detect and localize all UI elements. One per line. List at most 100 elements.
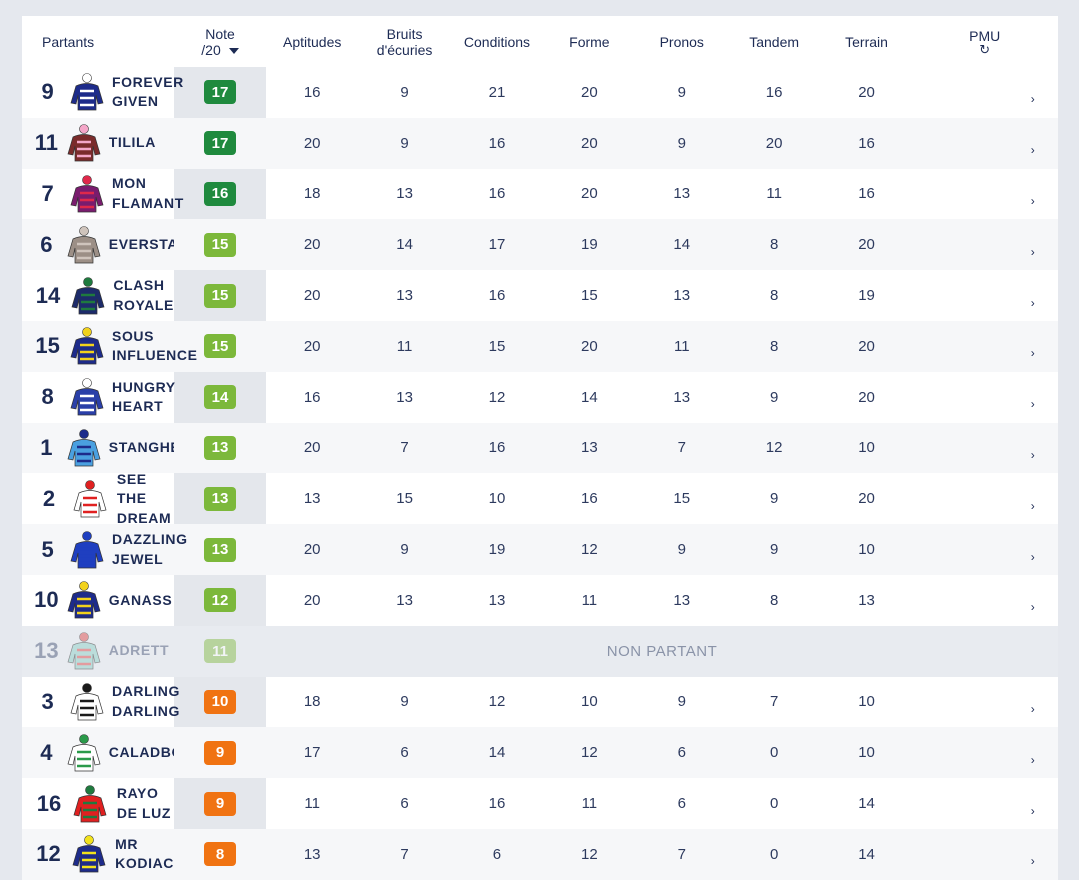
score-pronos: 9	[677, 83, 686, 101]
chevron-right-icon[interactable]: ›	[1030, 346, 1035, 361]
score-conditions: 14	[488, 744, 506, 762]
chevron-right-icon[interactable]: ›	[1030, 447, 1035, 462]
table-row[interactable]: 16 RAYO DE LUZ 9 11 6 16 11 6 0 14 ›	[22, 778, 1058, 829]
horse-name[interactable]: FOREVER GIVEN	[112, 73, 184, 110]
table-header: Partants Note /20 Aptitudes Bruits d'écu…	[22, 16, 1058, 67]
note-badge: 13	[204, 537, 236, 562]
table-row[interactable]: 1 STANGHEL 13 20 7 16 13 7 12 10 ›	[22, 422, 1058, 474]
chevron-right-icon[interactable]: ›	[1030, 803, 1035, 818]
horse-name[interactable]: MR KODIAC	[115, 835, 174, 872]
horse-name[interactable]: MON FLAMANT	[112, 175, 184, 211]
score-bruits: 13	[396, 287, 413, 305]
table-row[interactable]: 14 CLASH ROYALE 15 20 13 16 15 13 8 19 ›	[22, 270, 1058, 321]
score-pronos: 9	[677, 541, 686, 559]
table-row[interactable]: 15 SOUS INFLUENCE 15 20 11 15 20 11 8 20 ›	[22, 320, 1058, 372]
chevron-right-icon[interactable]: ›	[1030, 244, 1035, 259]
header-partants[interactable]: Partants	[42, 33, 95, 50]
chevron-right-icon[interactable]: ›	[1030, 193, 1035, 208]
chevron-right-icon[interactable]: ›	[1030, 397, 1035, 412]
chevron-right-icon[interactable]: ›	[1030, 295, 1035, 310]
score-pronos: 7	[677, 439, 686, 457]
note-cell: 12	[174, 588, 266, 613]
table-row[interactable]: 2 SEE THE DREAM 13 13 15 10 16 15 9 20 ›	[22, 471, 1058, 526]
table-row[interactable]: 4 CALADBOLG 9 17 6 14 12 6 0 10 ›	[22, 727, 1058, 779]
jockey-silk-icon	[69, 682, 104, 722]
horse-name[interactable]: GANASS	[108, 591, 173, 608]
table-row[interactable]: 11 TILILA 17 20 9 16 20 9 20 16 ›	[22, 117, 1058, 169]
runner-number: 15	[35, 333, 60, 359]
runner-cell: 2 SEE THE DREAM	[22, 470, 174, 529]
horse-name[interactable]: TILILA	[108, 134, 156, 151]
horse-name[interactable]: DAZZLING JEWEL	[112, 531, 188, 567]
score-conditions: 12	[488, 388, 506, 406]
score-forme: 20	[581, 337, 598, 355]
header-tandem[interactable]: Tandem	[749, 33, 800, 50]
score-bruits: 11	[396, 337, 413, 355]
note-cell: 9	[174, 740, 266, 765]
jockey-silk-icon	[69, 72, 104, 112]
horse-name[interactable]: STANGHEL	[108, 439, 174, 456]
runner-cell: 15 SOUS INFLUENCE	[22, 326, 198, 366]
header-terrain[interactable]: Terrain	[845, 33, 888, 50]
score-tandem: 7	[769, 693, 779, 711]
horse-name[interactable]: RAYO DE LUZ	[116, 785, 172, 821]
horse-name[interactable]: ADRETT	[108, 642, 170, 659]
score-aptitudes: 16	[303, 388, 321, 406]
score-terrain: 16	[858, 185, 875, 203]
jockey-silk-icon	[67, 123, 101, 163]
chevron-right-icon[interactable]: ›	[1030, 143, 1035, 158]
refresh-icon[interactable]: ↻	[979, 41, 991, 57]
chevron-right-icon[interactable]: ›	[1030, 701, 1035, 716]
note-badge: 14	[204, 385, 236, 410]
chevron-right-icon[interactable]: ›	[1030, 549, 1035, 564]
chevron-right-icon[interactable]: ›	[1030, 92, 1035, 107]
score-terrain: 20	[858, 83, 875, 101]
table-row[interactable]: 6 EVERSTAR 15 20 14 17 19 14 8 20 ›	[22, 219, 1058, 271]
jockey-silk-icon	[67, 580, 101, 620]
table-row[interactable]: 5 DAZZLING JEWEL 13 20 9 19 12 9 9 10 ›	[22, 524, 1058, 575]
header-bruits[interactable]: Bruits d'écuries	[358, 26, 450, 58]
score-tandem: 0	[769, 845, 779, 863]
runner-number: 2	[42, 485, 56, 511]
table-row[interactable]: 8 HUNGRY HEART 14 16 13 12 14 13 9 20 ›	[22, 372, 1058, 423]
score-aptitudes: 17	[303, 744, 321, 762]
table-row[interactable]: 3 DARLING DARLING 10 18 9 12 10 9 7 10 ›	[22, 677, 1058, 728]
header-conditions[interactable]: Conditions	[463, 33, 531, 50]
header-note-sort[interactable]: Note /20	[174, 26, 266, 58]
score-bruits: 7	[400, 439, 409, 457]
jockey-silk-icon	[67, 733, 101, 773]
non-partant-label: NON PARTANT	[606, 642, 718, 660]
table-row[interactable]: 10 GANASS 12 20 13 13 11 13 8 13 ›	[22, 575, 1058, 626]
chevron-right-icon[interactable]: ›	[1030, 498, 1035, 513]
horse-name[interactable]: SOUS INFLUENCE	[112, 327, 198, 364]
horse-name[interactable]: DARLING DARLING	[112, 683, 180, 719]
score-conditions: 6	[492, 845, 502, 863]
score-conditions: 13	[488, 591, 506, 609]
runner-number: 1	[40, 434, 53, 460]
table-row[interactable]: 7 MON FLAMANT 16 18 13 16 20 13 11 16 ›	[22, 169, 1058, 220]
score-pronos: 14	[673, 236, 691, 254]
horse-name[interactable]: CLASH ROYALE	[113, 277, 174, 313]
score-forme: 10	[581, 693, 598, 711]
horse-name[interactable]: HUNGRY HEART	[112, 378, 176, 415]
horse-name[interactable]: EVERSTAR	[108, 236, 174, 253]
table-row[interactable]: 12 MR KODIAC 8 13 7 6 12 7 0 14 ›	[22, 828, 1058, 880]
note-badge: 12	[204, 588, 236, 613]
chevron-right-icon[interactable]: ›	[1030, 600, 1035, 615]
table-row[interactable]: 9 FOREVER GIVEN 17 16 9 21 20 9 16 20 ›	[22, 67, 1058, 118]
score-forme: 15	[581, 287, 598, 305]
header-pmu[interactable]: PMU ↻	[913, 28, 1057, 56]
runner-cell: 12 MR KODIAC	[22, 834, 174, 874]
chevron-right-icon[interactable]: ›	[1030, 854, 1035, 869]
runner-cell: 8 HUNGRY HEART	[22, 377, 176, 417]
horse-name[interactable]: CALADBOLG	[108, 744, 174, 760]
header-forme[interactable]: Forme	[569, 33, 610, 50]
jockey-silk-icon	[69, 174, 104, 214]
score-aptitudes: 20	[303, 591, 321, 609]
note-cell: 17	[174, 131, 266, 156]
horse-name[interactable]: SEE THE DREAM	[116, 470, 172, 526]
header-pronos[interactable]: Pronos	[659, 33, 704, 50]
score-pronos: 9	[677, 693, 686, 711]
chevron-right-icon[interactable]: ›	[1030, 752, 1035, 767]
header-aptitudes[interactable]: Aptitudes	[283, 33, 342, 50]
